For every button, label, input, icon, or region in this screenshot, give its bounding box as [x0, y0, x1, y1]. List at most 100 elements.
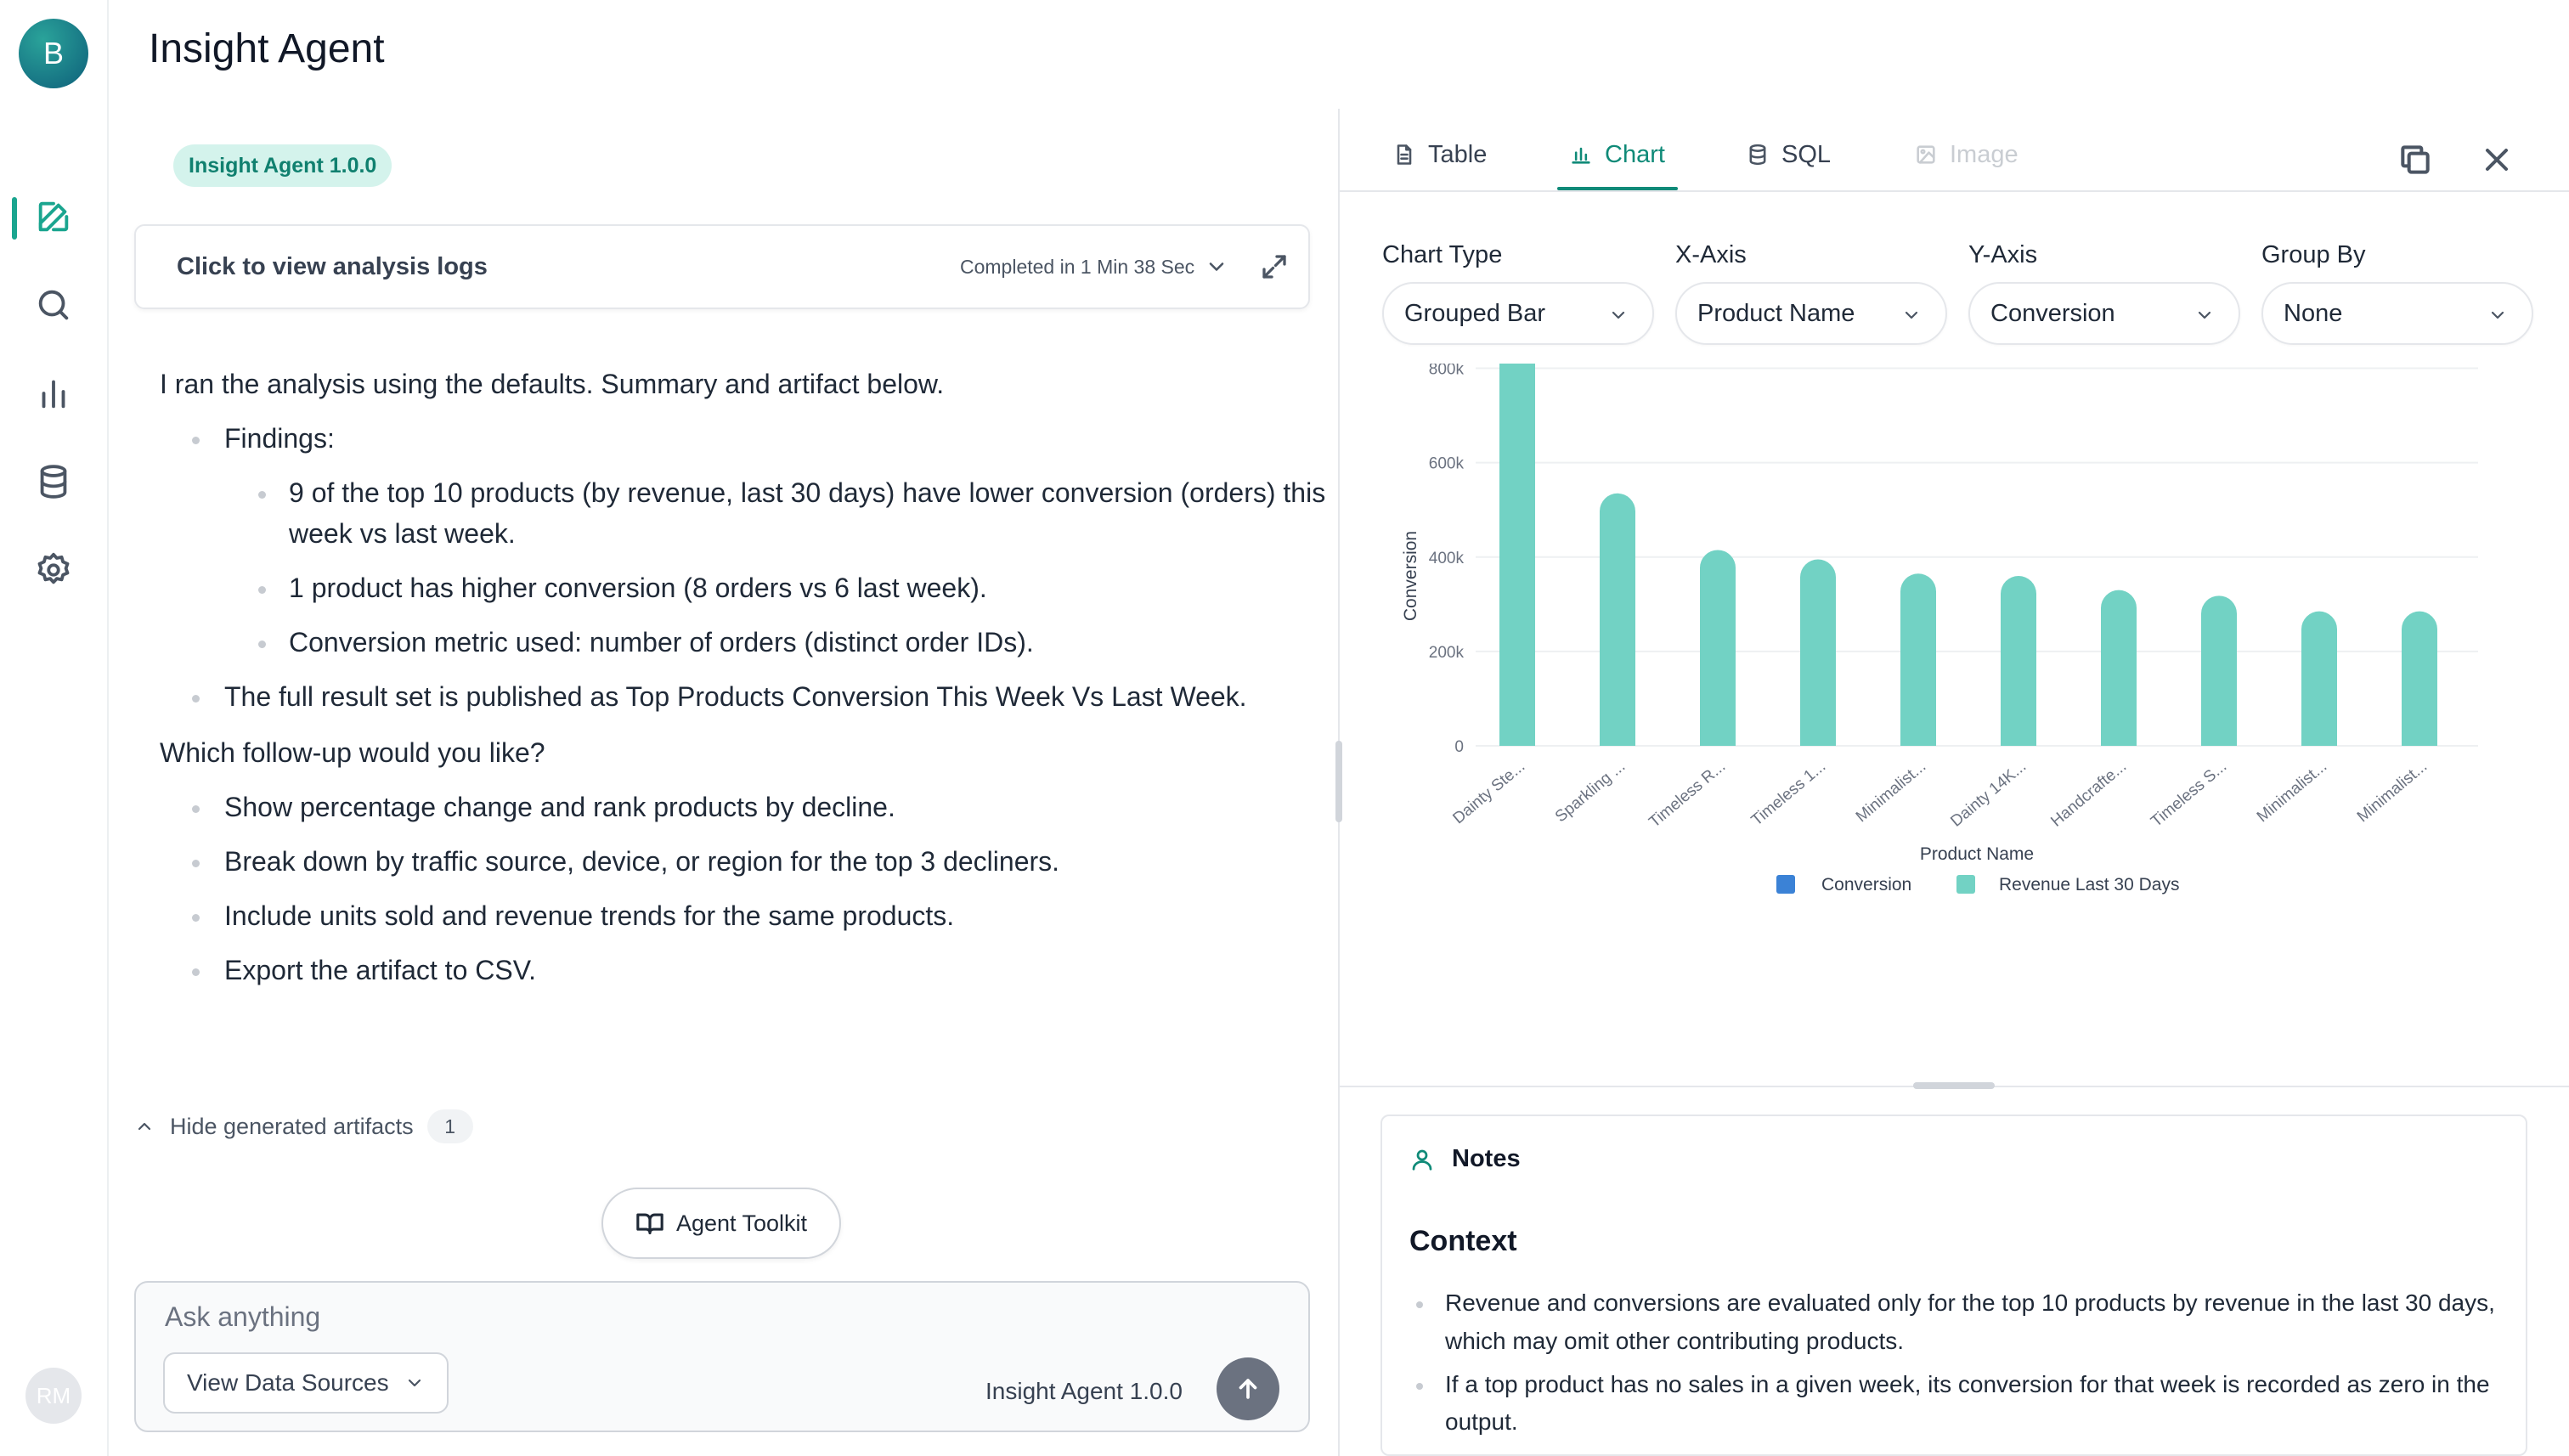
followup-list: Show percentage change and rank products…	[160, 787, 1332, 990]
findings-list: 9 of the top 10 products (by revenue, la…	[224, 472, 1332, 663]
database-icon	[1749, 144, 1766, 166]
search-icon	[38, 290, 69, 320]
chart-bar	[2402, 611, 2437, 746]
tab-label: Table	[1428, 141, 1488, 168]
x-axis-select[interactable]: Product Name	[1675, 282, 1947, 345]
message-list: Findings: 9 of the top 10 products (by r…	[160, 418, 1332, 717]
y-tick-label: 400k	[1429, 550, 1465, 567]
close-icon[interactable]	[2478, 141, 2515, 178]
chevron-down-icon	[1612, 311, 1625, 319]
chart-bar	[1700, 550, 1736, 746]
x-tick-label: Minimalist...	[1853, 758, 1929, 827]
x-tick-label: Minimalist...	[2354, 758, 2431, 827]
tab-label: Chart	[1605, 141, 1665, 168]
list-item: Include units sold and revenue trends fo…	[160, 895, 1332, 936]
list-item: Export the artifact to CSV.	[160, 950, 1332, 990]
hide-artifacts-toggle[interactable]: Hide generated artifacts 1	[134, 1109, 473, 1143]
send-button[interactable]	[1217, 1357, 1279, 1420]
analytics-button[interactable]	[31, 370, 76, 416]
y-axis-select[interactable]: Conversion	[1968, 282, 2240, 345]
chevron-down-icon	[2198, 311, 2211, 319]
chevron-down-icon[interactable]	[1205, 255, 1228, 279]
chart-area: 0 200k 400k 600k 800k Conversion Dainty Ste...…	[1340, 325, 2569, 1162]
chart-bar	[2201, 595, 2237, 746]
y-tick-label: 200k	[1429, 644, 1465, 662]
workspace-logo[interactable]: B	[19, 19, 88, 88]
x-tick-label: Dainty Ste...	[1449, 758, 1528, 828]
tab-label: SQL	[1781, 141, 1832, 168]
message-intro: I ran the analysis using the defaults. S…	[160, 369, 945, 399]
legend-swatch	[1776, 875, 1795, 894]
x-tick-label: Handcrafte...	[2047, 758, 2130, 831]
legend-swatch	[1956, 875, 1975, 894]
agent-version-label: Insight Agent 1.0.0	[985, 1378, 1183, 1404]
chart-bar	[1499, 325, 1535, 746]
search-button[interactable]	[31, 282, 76, 328]
notes-list: Revenue and conversions are evaluated on…	[1409, 1284, 2505, 1447]
list-item: Findings: 9 of the top 10 products (by r…	[160, 418, 1332, 663]
legend-label: Conversion	[1821, 875, 1911, 894]
chart-bar	[1900, 573, 1936, 746]
y-axis-label: Y-Axis	[1968, 241, 2038, 268]
list-item: Conversion metric used: number of orders…	[224, 622, 1332, 663]
analysis-logs-card[interactable]: Click to view analysis logs Completed in…	[134, 224, 1310, 309]
data-button[interactable]	[31, 459, 76, 505]
notes-heading: Context	[1409, 1225, 1517, 1257]
group-by-select[interactable]: None	[2261, 282, 2533, 345]
version-badge: Insight Agent 1.0.0	[173, 144, 392, 187]
logs-title[interactable]: Click to view analysis logs	[177, 252, 488, 280]
artifact-panel: Table Chart SQL Image Chart Type Grouped…	[1340, 109, 2569, 1456]
conversation-panel: Insight Agent 1.0.0 Click to view analys…	[109, 109, 1339, 1456]
chevron-down-icon	[2491, 311, 2504, 319]
y-tick-label: 600k	[1429, 455, 1465, 473]
tab-table[interactable]: Table	[1392, 141, 1487, 192]
artifact-tabs: Table Chart SQL Image	[1340, 109, 2569, 192]
settings-button[interactable]	[31, 547, 76, 593]
view-data-sources-button[interactable]: View Data Sources	[163, 1352, 449, 1414]
x-tick-label: Timeless S...	[2148, 758, 2230, 831]
chart-type-label: Chart Type	[1382, 241, 1503, 268]
expand-icon[interactable]	[1259, 251, 1290, 282]
grouped-bar-chart: 0 200k 400k 600k 800k Conversion Dainty Ste...…	[1401, 325, 2478, 894]
user-initials: RM	[36, 1382, 71, 1408]
resize-handle[interactable]	[1335, 741, 1342, 822]
active-indicator	[12, 197, 17, 240]
x-tick-label: Timeless R...	[1646, 758, 1729, 832]
message-input[interactable]: Ask anything	[165, 1301, 321, 1332]
y-tick-label: 0	[1454, 738, 1464, 756]
logs-status: Completed in 1 Min 38 Sec	[960, 255, 1195, 278]
tab-sql[interactable]: SQL	[1746, 141, 1831, 192]
logo-letter: B	[42, 36, 64, 71]
chart-bar	[1600, 493, 1635, 746]
tab-label: Image	[1950, 141, 2019, 168]
bar-chart-icon	[42, 380, 65, 409]
user-avatar[interactable]: RM	[25, 1368, 82, 1424]
chart-type-select[interactable]: Grouped Bar	[1382, 282, 1654, 345]
agent-toolkit-button[interactable]: Agent Toolkit	[601, 1188, 841, 1259]
new-chat-button[interactable]	[31, 194, 76, 240]
file-icon	[1397, 144, 1412, 165]
gear-icon	[37, 552, 70, 584]
x-tick-label: Dainty 14K...	[1947, 758, 2030, 831]
list-item: The full result set is published as Top …	[160, 676, 1332, 717]
list-item: Revenue and conversions are evaluated on…	[1409, 1284, 2505, 1361]
notes-card: Notes Context Revenue and conversions ar…	[1380, 1115, 2527, 1456]
copy-icon[interactable]	[2397, 141, 2434, 178]
tab-chart[interactable]: Chart	[1569, 141, 1665, 192]
y-axis-value: Conversion	[1990, 299, 2115, 327]
image-icon	[1917, 145, 1935, 164]
chevron-up-icon	[138, 1122, 151, 1131]
x-axis-value: Product Name	[1697, 299, 1855, 327]
user-icon	[1412, 1149, 1432, 1171]
legend-label: Revenue Last 30 Days	[1999, 875, 2179, 894]
edit-icon	[38, 201, 69, 232]
followup-question: Which follow-up would you like?	[160, 737, 545, 768]
list-item: Break down by traffic source, device, or…	[160, 841, 1332, 882]
x-axis-label: Product Name	[1920, 844, 2034, 864]
arrow-up-icon	[1239, 1379, 1257, 1399]
x-axis-label: X-Axis	[1675, 241, 1747, 268]
notes-resize-handle[interactable]	[1913, 1082, 1995, 1089]
group-by-label: Group By	[2261, 241, 2366, 268]
y-tick-label: 800k	[1429, 364, 1465, 379]
x-tick-label: Minimalist...	[2254, 758, 2330, 827]
